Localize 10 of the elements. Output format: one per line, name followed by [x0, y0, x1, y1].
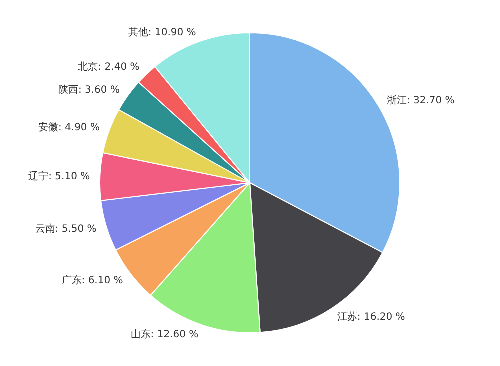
slice-label: 北京: 2.40 %: [78, 61, 140, 74]
slice-label: 浙江: 32.70 %: [386, 94, 455, 106]
slice-label: 安徽: 4.90 %: [38, 121, 100, 134]
slice-label: 其他: 10.90 %: [128, 26, 196, 38]
slice-label: 广东: 6.10 %: [62, 274, 124, 287]
slice-label: 云南: 5.50 %: [35, 223, 97, 236]
slice-label: 陕西: 3.60 %: [58, 84, 120, 96]
slice-label: 山东: 12.60 %: [130, 328, 199, 341]
slice-label: 辽宁: 5.10 %: [28, 170, 90, 182]
slice-label: 江苏: 16.20 %: [337, 311, 406, 324]
